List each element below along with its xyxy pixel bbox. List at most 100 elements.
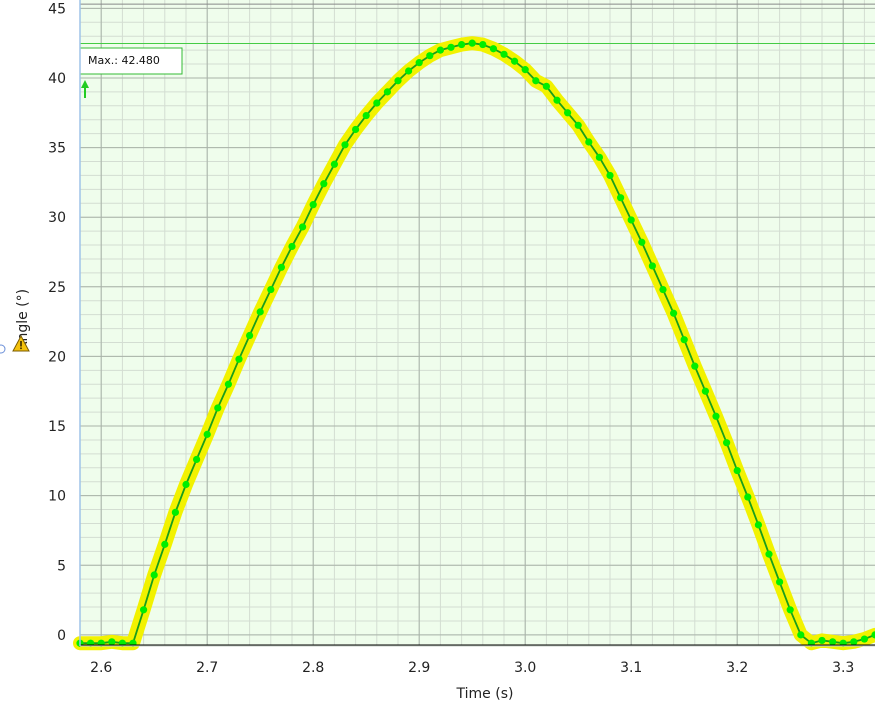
data-point[interactable] xyxy=(479,40,487,49)
y-axis-title[interactable]: Angle (°) xyxy=(15,289,31,351)
data-point[interactable] xyxy=(617,194,625,202)
series-line xyxy=(80,42,875,645)
data-point[interactable] xyxy=(214,404,222,412)
data-point[interactable] xyxy=(712,412,720,420)
data-point[interactable] xyxy=(585,138,593,146)
data-point[interactable] xyxy=(447,43,455,51)
max-arrow-icon xyxy=(81,80,89,98)
max-annotation-label: Max.: 42.480 xyxy=(88,54,160,67)
data-point[interactable] xyxy=(246,331,254,340)
data-point[interactable] xyxy=(553,96,561,104)
x-tick-labels: 2.6 2.7 2.8 2.9 3.0 3.1 3.2 3.3 xyxy=(90,660,854,676)
data-point[interactable] xyxy=(776,578,784,586)
data-point[interactable] xyxy=(224,380,232,388)
y-tick-label: 5 xyxy=(57,558,66,574)
data-point[interactable] xyxy=(352,125,360,134)
data-point[interactable] xyxy=(606,171,614,180)
data-point[interactable] xyxy=(638,238,646,246)
data-point[interactable] xyxy=(320,180,328,188)
data-point[interactable] xyxy=(140,606,148,614)
data-point[interactable] xyxy=(670,309,678,317)
axis-handle-icon[interactable] xyxy=(0,344,6,354)
data-point[interactable] xyxy=(341,141,349,149)
data-point[interactable] xyxy=(193,455,201,464)
data-point[interactable] xyxy=(786,606,794,614)
x-axis-title: Time (s) xyxy=(456,686,514,702)
data-point[interactable] xyxy=(797,631,805,639)
data-point[interactable] xyxy=(564,109,572,117)
x-tick-label: 2.9 xyxy=(408,660,430,676)
data-point[interactable] xyxy=(680,336,688,344)
data-point[interactable] xyxy=(235,355,243,363)
data-point[interactable] xyxy=(850,638,858,646)
x-tick-label: 3.1 xyxy=(620,660,642,676)
data-point[interactable] xyxy=(309,201,317,209)
data-point[interactable] xyxy=(871,631,875,639)
data-point[interactable] xyxy=(362,111,370,120)
data-point[interactable] xyxy=(458,40,466,49)
warning-icon[interactable] xyxy=(12,334,30,352)
data-point[interactable] xyxy=(521,66,529,74)
data-point[interactable] xyxy=(415,59,423,67)
data-point[interactable] xyxy=(394,77,402,85)
data-point[interactable] xyxy=(542,82,551,90)
data-point[interactable] xyxy=(744,493,752,501)
data-point[interactable] xyxy=(701,387,710,395)
data-point[interactable] xyxy=(500,50,508,58)
data-point[interactable] xyxy=(691,362,699,370)
data-point[interactable] xyxy=(277,263,285,271)
data-point[interactable] xyxy=(510,57,519,65)
y-tick-labels: 0 5 10 15 20 25 30 35 40 45 xyxy=(48,1,66,644)
data-point[interactable] xyxy=(436,46,444,54)
data-point[interactable] xyxy=(150,571,158,579)
data-point[interactable] xyxy=(860,635,869,643)
y-tick-label: 10 xyxy=(48,489,66,505)
y-axis-title-group[interactable]: Angle (°) xyxy=(15,289,31,351)
data-point[interactable] xyxy=(256,308,264,316)
data-point[interactable] xyxy=(574,121,582,129)
data-point[interactable] xyxy=(627,216,635,224)
data-point[interactable] xyxy=(161,540,169,548)
data-point[interactable] xyxy=(829,638,837,646)
data-point[interactable] xyxy=(489,45,497,53)
plot-background xyxy=(80,0,875,646)
data-point[interactable] xyxy=(648,262,657,270)
data-point[interactable] xyxy=(203,430,211,438)
data-series xyxy=(76,39,875,647)
y-tick-label: 20 xyxy=(48,349,66,365)
data-point[interactable] xyxy=(532,77,540,85)
x-tick-label: 3.3 xyxy=(832,660,854,676)
data-point[interactable] xyxy=(108,638,116,646)
data-point[interactable] xyxy=(426,52,434,60)
data-point[interactable] xyxy=(468,39,476,47)
x-tick-label: 2.6 xyxy=(90,660,112,676)
data-point[interactable] xyxy=(659,285,667,294)
data-point[interactable] xyxy=(595,153,604,161)
y-tick-label: 30 xyxy=(48,210,66,226)
data-point[interactable] xyxy=(765,550,773,558)
data-point[interactable] xyxy=(267,285,275,294)
data-point[interactable] xyxy=(373,99,381,107)
data-point[interactable] xyxy=(288,242,296,251)
data-point[interactable] xyxy=(299,223,307,231)
y-tick-label: 40 xyxy=(48,71,66,87)
y-tick-label: 45 xyxy=(48,1,66,17)
y-tick-label: 0 xyxy=(57,628,66,644)
data-point[interactable] xyxy=(754,521,763,529)
data-point[interactable] xyxy=(171,508,179,516)
data-point[interactable] xyxy=(330,160,338,168)
x-tick-label: 3.0 xyxy=(514,660,536,676)
x-tick-label: 3.2 xyxy=(726,660,748,676)
y-tick-label: 15 xyxy=(48,419,66,435)
data-point[interactable] xyxy=(733,466,741,475)
data-point[interactable] xyxy=(383,88,391,96)
x-tick-label: 2.8 xyxy=(302,660,324,676)
max-annotation-box[interactable] xyxy=(79,47,183,75)
y-tick-label: 25 xyxy=(48,280,66,296)
max-annotation[interactable]: Max.: 42.480 xyxy=(79,47,183,98)
data-point[interactable] xyxy=(723,439,731,447)
data-point[interactable] xyxy=(405,67,413,75)
data-point[interactable] xyxy=(182,480,190,489)
data-point[interactable] xyxy=(818,636,826,645)
